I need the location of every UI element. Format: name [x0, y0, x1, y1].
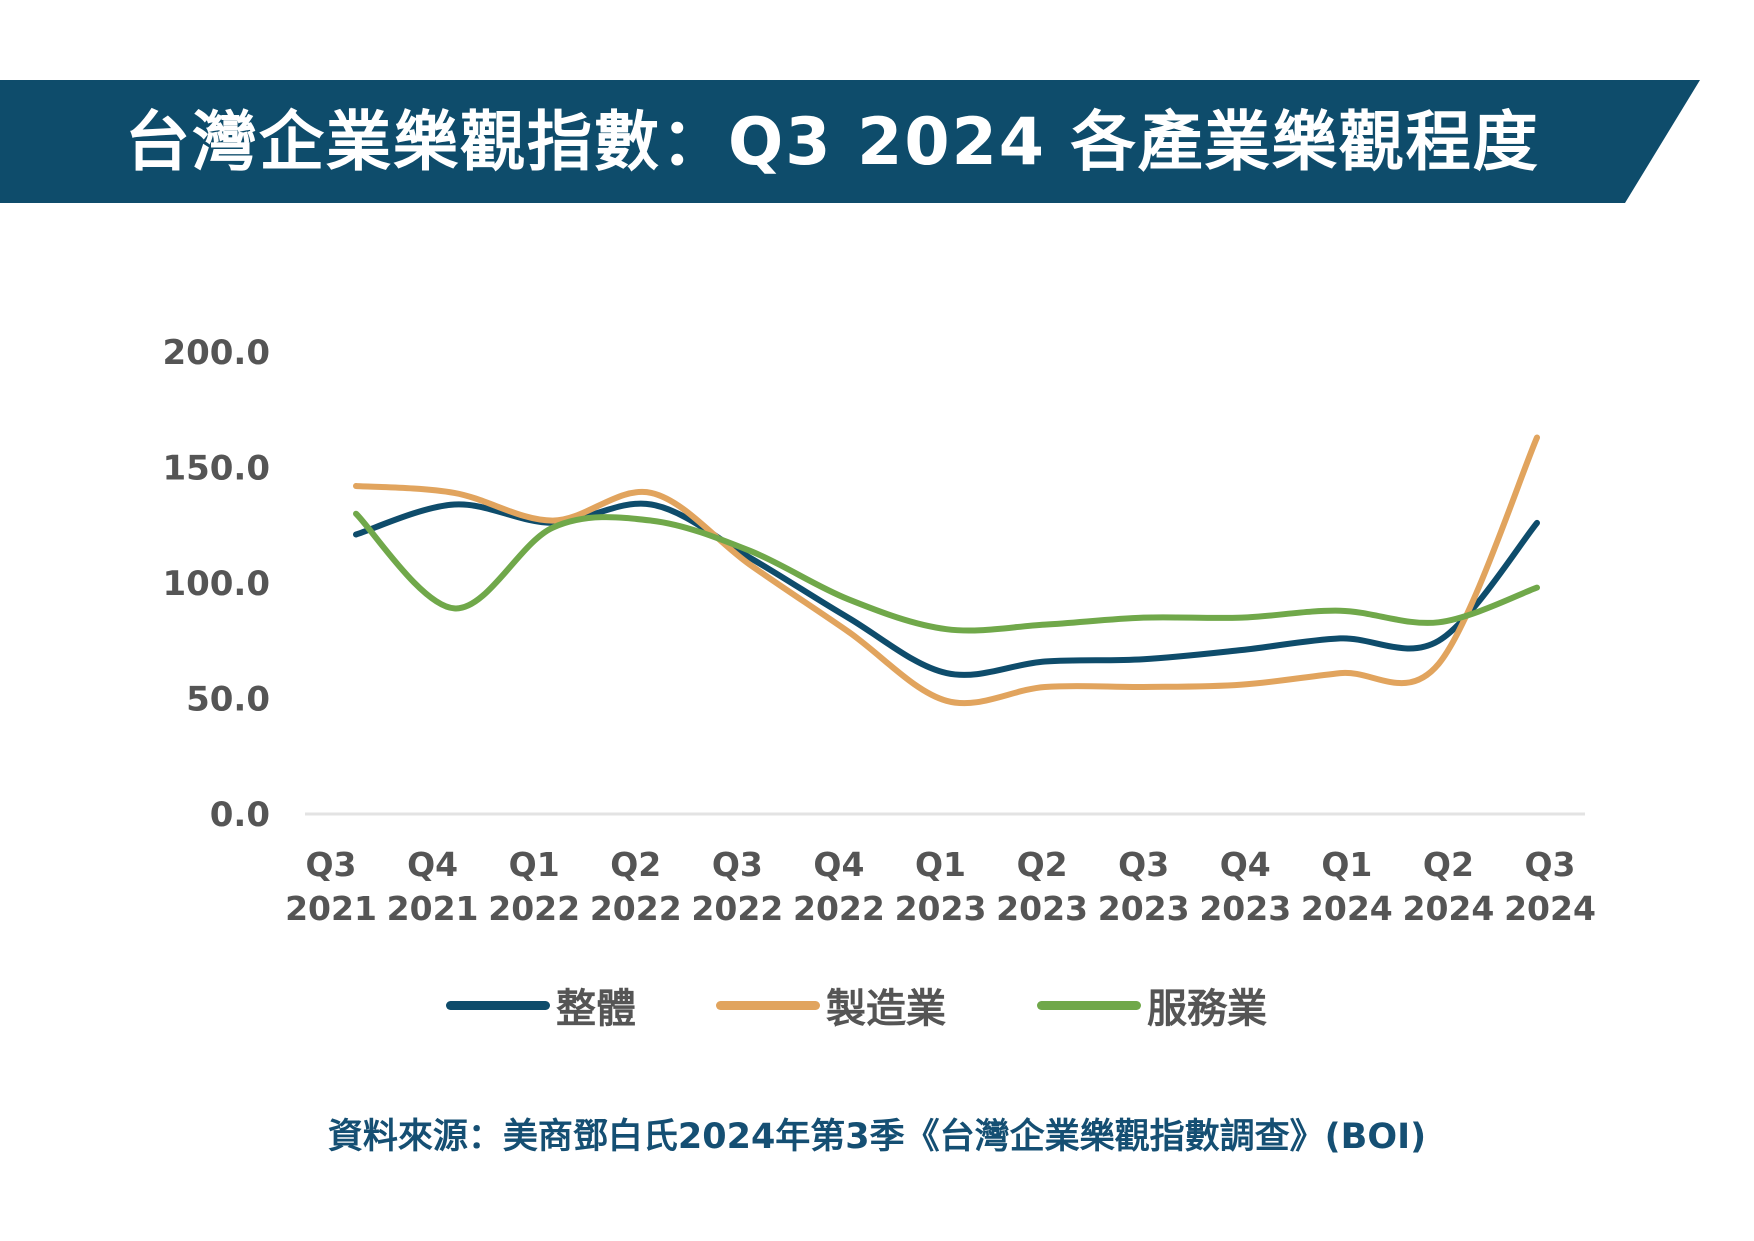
legend-label-services: 服務業: [1147, 986, 1267, 1032]
x-tick-label: Q4 2021: [387, 845, 479, 928]
x-tick-label: Q1 2022: [488, 845, 580, 928]
x-tick-year: 2023: [996, 889, 1088, 928]
legend-item-manufacturing[interactable]: 製造業: [716, 975, 946, 1035]
x-tick-label: Q2 2024: [1402, 845, 1494, 928]
chart-legend: 整體 製造業 服務業: [0, 975, 1754, 1035]
x-tick-year: 2022: [590, 889, 682, 928]
x-tick-year: 2023: [1098, 889, 1190, 928]
x-tick-quarter: Q2: [610, 845, 661, 884]
x-tick-label: Q2 2022: [590, 845, 682, 928]
x-tick-label: Q2 2023: [996, 845, 1088, 928]
x-tick-year: 2023: [1199, 889, 1291, 928]
legend-label-manufacturing: 製造業: [826, 986, 946, 1032]
legend-swatch-services: [1037, 1000, 1141, 1010]
legend-item-overall[interactable]: 整體: [446, 975, 636, 1035]
series-lines: [353, 434, 1540, 707]
x-tick-quarter: Q1: [509, 845, 560, 884]
x-tick-year: 2022: [691, 889, 783, 928]
x-axis-ticks: Q3 2021 Q4 2021 Q1 2022 Q2 2022 Q3 2022 Q4 2022 Q1 20…: [285, 845, 1596, 928]
title-banner: [0, 80, 1700, 203]
x-tick-label: Q1 2024: [1301, 845, 1393, 928]
x-tick-quarter: Q2: [1423, 845, 1474, 884]
x-tick-year: 2021: [285, 889, 377, 928]
x-tick-label: Q4 2022: [793, 845, 885, 928]
x-tick-quarter: Q4: [813, 845, 864, 884]
series-line-services: [353, 510, 1540, 634]
series-line-overall: [353, 500, 1540, 678]
legend-swatch-manufacturing: [716, 1000, 820, 1010]
y-tick-label: 0.0: [210, 795, 270, 835]
x-tick-label: Q3 2022: [691, 845, 783, 928]
x-tick-quarter: Q2: [1017, 845, 1068, 884]
line-chart: 0.0 50.0 100.0 150.0 200.0 Q3 2021 Q4 2021 Q1 202…: [162, 333, 1596, 928]
y-tick-label: 100.0: [162, 564, 270, 604]
x-tick-year: 2024: [1504, 889, 1596, 928]
legend-item-services[interactable]: 服務業: [1037, 975, 1267, 1035]
x-tick-quarter: Q1: [1321, 845, 1372, 884]
x-tick-label: Q3 2023: [1098, 845, 1190, 928]
x-tick-quarter: Q3: [305, 845, 356, 884]
legend-label-overall: 整體: [556, 986, 636, 1032]
x-tick-quarter: Q4: [1220, 845, 1271, 884]
x-tick-label: Q1 2023: [895, 845, 987, 928]
x-tick-year: 2024: [1301, 889, 1393, 928]
y-tick-label: 200.0: [162, 333, 270, 373]
x-tick-year: 2021: [387, 889, 479, 928]
x-tick-year: 2022: [488, 889, 580, 928]
x-tick-label: Q3 2024: [1504, 845, 1596, 928]
x-tick-label: Q3 2021: [285, 845, 377, 928]
x-tick-quarter: Q4: [407, 845, 458, 884]
legend-swatch-overall: [446, 1000, 550, 1010]
x-tick-quarter: Q3: [1118, 845, 1169, 884]
x-tick-year: 2024: [1402, 889, 1494, 928]
source-note: 資料來源：美商鄧白氏2024年第3季《台灣企業樂觀指數調查》(BOI): [327, 1117, 1427, 1157]
y-tick-label: 50.0: [186, 680, 270, 720]
x-tick-quarter: Q1: [915, 845, 966, 884]
x-tick-year: 2022: [793, 889, 885, 928]
series-line-manufacturing: [353, 434, 1540, 707]
x-tick-quarter: Q3: [1524, 845, 1575, 884]
chart-title: 台灣企業樂觀指數：Q3 2024 各產業樂觀程度: [125, 105, 1540, 180]
title-banner-shape: [0, 80, 1700, 203]
x-tick-label: Q4 2023: [1199, 845, 1291, 928]
x-tick-year: 2023: [895, 889, 987, 928]
y-tick-label: 150.0: [162, 449, 270, 489]
y-axis-ticks: 0.0 50.0 100.0 150.0 200.0: [162, 333, 270, 835]
x-tick-quarter: Q3: [712, 845, 763, 884]
